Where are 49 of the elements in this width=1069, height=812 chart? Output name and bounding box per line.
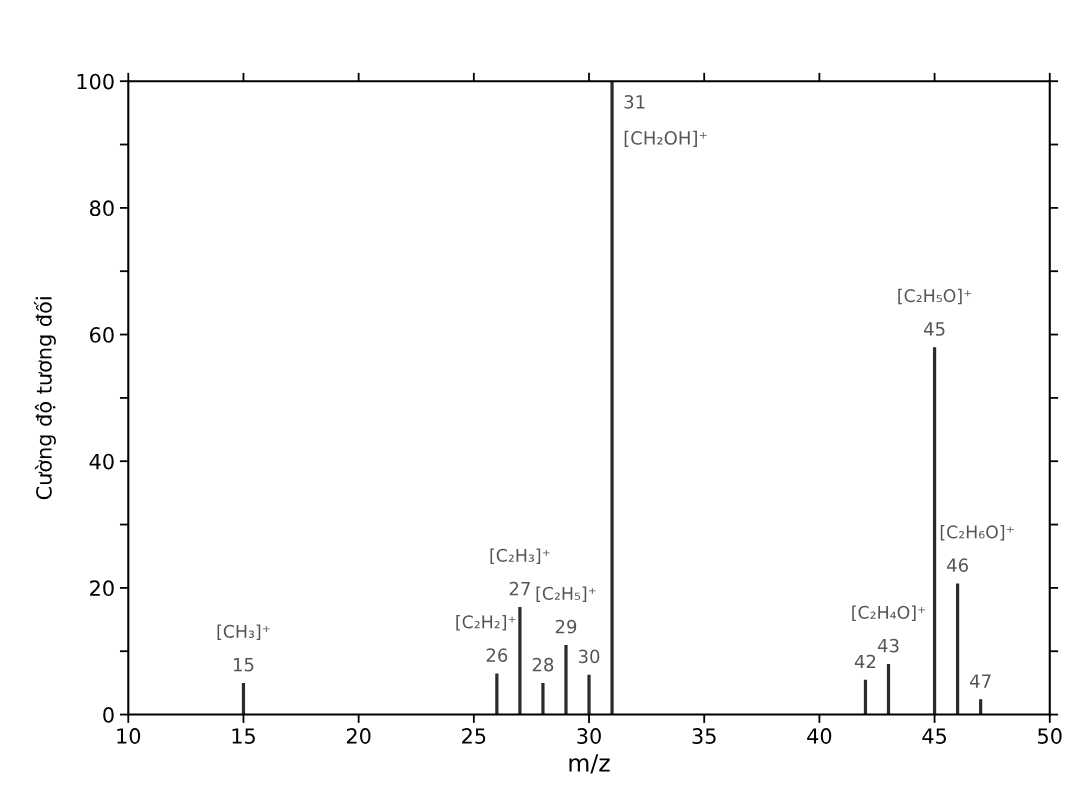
annotation: 46 [947,558,968,573]
y-tick-label: 60 [90,327,114,343]
bar [495,673,499,715]
bar [886,663,891,715]
annotation: 47 [970,674,991,688]
y-tick-label: 80 [89,200,114,217]
y-axis-title: Cường độ tương đối [33,297,56,500]
x-tick-label: 50 [1038,728,1062,744]
x-tick-label: 10 [117,728,141,744]
y-tick-label: 20 [90,580,114,597]
annotation: 42 [854,654,876,669]
bar [518,606,522,715]
annotation: 43 [877,638,899,653]
annotation: [CH₃]⁺ [217,624,270,640]
bar [564,644,568,715]
annotation: [C₂H₂]⁺ [456,614,516,631]
bar [932,347,937,715]
x-tick-label: 45 [922,728,947,744]
bar [956,583,960,715]
x-tick-label: 25 [462,728,486,744]
annotation: 45 [923,322,945,336]
annotation: 26 [486,648,508,662]
y-tick-label: 40 [89,453,114,470]
annotation: 29 [555,619,577,634]
bar [241,682,246,715]
bar [541,682,545,715]
x-tick-label: 15 [232,728,255,744]
bar [610,81,614,715]
annotation: [C₂H₆O]⁺ [940,525,1014,541]
x-tick-label: 20 [346,728,371,744]
bar [587,674,591,715]
annotation: [CH₂OH]⁺ [624,130,707,147]
annotation: 30 [578,649,600,664]
annotation: [C₂H₄O]⁺ [852,605,926,621]
y-tick-label: 0 [103,707,114,723]
x-tick-label: 35 [692,728,716,744]
bar [863,679,868,715]
annotation: 31 [624,95,645,109]
x-axis-title: m/z [569,754,610,774]
annotation: [C₂H₅]⁺ [536,586,596,602]
annotation: [C₂H₅O]⁺ [898,288,972,305]
annotation: 27 [509,581,530,596]
annotation: 28 [532,657,554,672]
annotation: [C₂H₃]⁺ [490,548,550,564]
annotation: 15 [233,658,254,672]
bar [979,699,983,715]
x-tick-label: 40 [807,728,832,744]
x-tick-label: 30 [577,728,601,744]
y-tick-label: 100 [77,73,114,90]
